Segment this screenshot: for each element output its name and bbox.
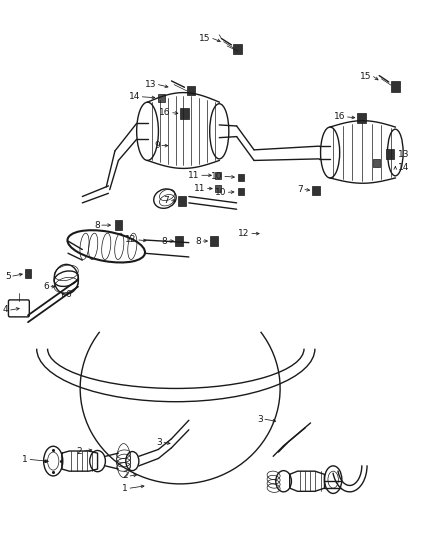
Text: 3: 3 — [156, 438, 162, 447]
Text: 10: 10 — [211, 172, 223, 181]
Bar — [233, 44, 242, 54]
Text: 6: 6 — [65, 290, 71, 299]
Bar — [215, 172, 222, 179]
Text: 13: 13 — [145, 80, 156, 89]
Text: 11: 11 — [194, 184, 205, 193]
Bar — [373, 159, 380, 167]
Bar — [210, 236, 218, 246]
Text: 2: 2 — [77, 447, 82, 456]
Bar — [238, 188, 244, 196]
Text: 15: 15 — [199, 34, 211, 43]
Bar — [357, 113, 366, 123]
Text: 15: 15 — [360, 72, 371, 81]
Text: 12: 12 — [238, 229, 250, 238]
Text: 16: 16 — [334, 112, 345, 122]
Text: 1: 1 — [122, 483, 128, 492]
Bar — [215, 185, 222, 192]
Text: 7: 7 — [297, 185, 303, 194]
Text: 12: 12 — [125, 236, 137, 245]
Bar — [114, 220, 122, 230]
Text: 8: 8 — [94, 221, 100, 230]
Text: 9: 9 — [154, 141, 160, 150]
Text: 6: 6 — [43, 282, 49, 291]
Bar — [175, 236, 183, 246]
Text: 14: 14 — [398, 163, 409, 172]
Text: 14: 14 — [129, 92, 140, 101]
Bar — [178, 196, 186, 206]
Text: 11: 11 — [188, 171, 200, 180]
Bar — [25, 269, 32, 278]
Bar — [392, 81, 400, 92]
Text: 10: 10 — [215, 188, 226, 197]
Text: 1: 1 — [22, 455, 28, 464]
Bar — [238, 174, 244, 181]
Text: 3: 3 — [257, 415, 263, 424]
Text: 16: 16 — [159, 108, 170, 117]
Text: 4: 4 — [3, 305, 8, 314]
Text: 8: 8 — [161, 237, 167, 246]
Text: 5: 5 — [5, 271, 11, 280]
Bar — [159, 94, 166, 102]
Text: 8: 8 — [195, 237, 201, 246]
Text: 13: 13 — [398, 150, 409, 159]
Bar — [386, 149, 394, 159]
Bar — [187, 86, 195, 95]
Bar — [312, 186, 320, 196]
Text: 2: 2 — [122, 471, 128, 480]
Bar — [180, 109, 189, 119]
Text: 7: 7 — [163, 196, 169, 205]
